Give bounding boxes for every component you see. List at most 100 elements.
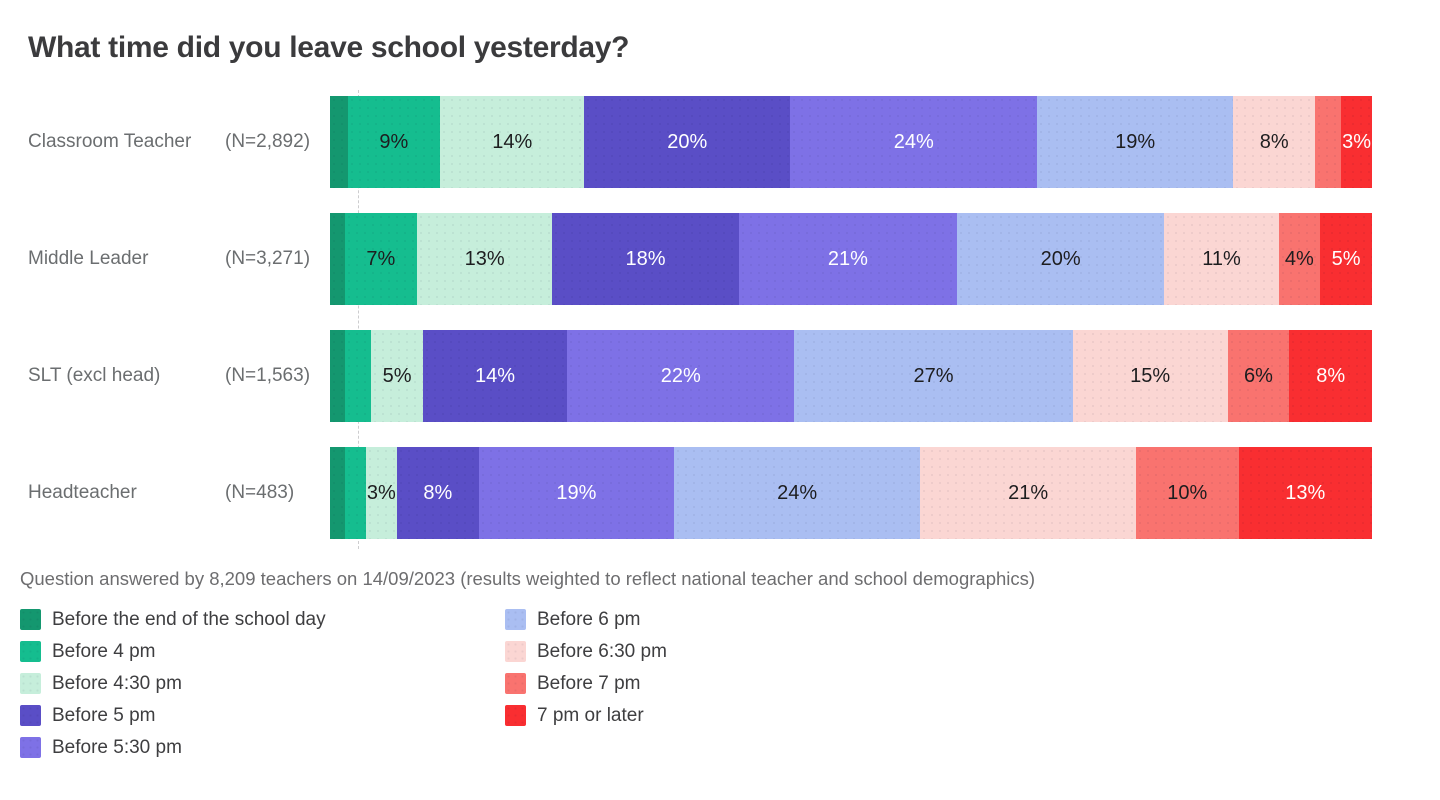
segment-value-label: 8% bbox=[423, 481, 453, 504]
segment-value-label: 20% bbox=[1040, 247, 1081, 270]
segment-value-label: 3% bbox=[366, 481, 396, 504]
bar-segment: 9% bbox=[347, 96, 441, 188]
segment-value-label: 27% bbox=[913, 364, 954, 387]
legend-label: Before 7 pm bbox=[537, 672, 641, 694]
legend-swatch bbox=[20, 705, 41, 726]
legend-label: Before 4:30 pm bbox=[52, 672, 182, 694]
bar-rows: Classroom Teacher (N=2,892) 9% 14% 20% 24% 19%… bbox=[0, 96, 1372, 539]
legend-column-1: Before the end of the school day Before 4… bbox=[20, 609, 505, 769]
legend-swatch bbox=[505, 673, 526, 694]
legend-swatch bbox=[20, 641, 41, 662]
legend-label: Before 6:30 pm bbox=[537, 640, 667, 662]
segment-value-label: 4% bbox=[1284, 247, 1314, 270]
legend-item: Before the end of the school day bbox=[20, 609, 505, 630]
stacked-bar: 5% 14% 22% 27% 15% 6% 8% bbox=[330, 330, 1372, 422]
legend-swatch bbox=[20, 609, 41, 630]
bar-segment: 27% bbox=[794, 330, 1073, 422]
segment-value-label: 19% bbox=[556, 481, 597, 504]
bar-segment: 22% bbox=[567, 330, 795, 422]
legend-label: Before 5 pm bbox=[52, 704, 156, 726]
segment-value-label: 9% bbox=[379, 130, 409, 153]
segment-value-label: 5% bbox=[382, 364, 412, 387]
bar-segment: 8% bbox=[396, 447, 479, 539]
row-sample-size: (N=483) bbox=[225, 482, 295, 503]
bar-segment: 7% bbox=[344, 213, 418, 305]
legend-label: Before 5:30 pm bbox=[52, 736, 182, 758]
bar-segment bbox=[345, 330, 372, 422]
bar-row: SLT (excl head) (N=1,563) 5% 14% 22% 27% 15% 6%… bbox=[0, 330, 1372, 422]
bar-segment: 13% bbox=[1238, 447, 1372, 539]
bar-segment: 19% bbox=[1037, 96, 1233, 188]
bar-segment: 8% bbox=[1232, 96, 1316, 188]
bar-segment bbox=[1315, 96, 1342, 188]
legend-item: Before 6:30 pm bbox=[505, 641, 667, 662]
legend-item: Before 5 pm bbox=[20, 705, 505, 726]
bar-row: Middle Leader (N=3,271) 7% 13% 18% 21% 20% 11% 4… bbox=[0, 213, 1372, 305]
segment-value-label: 22% bbox=[660, 364, 701, 387]
segment-value-label: 13% bbox=[464, 247, 505, 270]
bar-segment: 5% bbox=[371, 330, 423, 422]
bar-segment: 5% bbox=[1320, 213, 1372, 305]
segment-value-label: 8% bbox=[1316, 364, 1346, 387]
stacked-bar: 9% 14% 20% 24% 19% 8% 3% bbox=[330, 96, 1372, 188]
bar-segment bbox=[330, 213, 345, 305]
bar-segment: 10% bbox=[1135, 447, 1239, 539]
bar-segment: 3% bbox=[1341, 96, 1372, 188]
bar-segment: 20% bbox=[956, 213, 1165, 305]
bar-segment: 4% bbox=[1278, 213, 1321, 305]
segment-value-label: 21% bbox=[1008, 481, 1049, 504]
legend-swatch bbox=[505, 705, 526, 726]
bar-segment: 15% bbox=[1072, 330, 1228, 422]
axis-guide-line bbox=[358, 90, 359, 549]
bar-row: Headteacher (N=483) 3% 8% 19% 24% 21% 10% 13% bbox=[0, 447, 1372, 539]
segment-value-label: 3% bbox=[1342, 130, 1371, 153]
bar-segment: 24% bbox=[790, 96, 1038, 188]
bar-segment: 21% bbox=[738, 213, 957, 305]
chart-caption: Question answered by 8,209 teachers on 1… bbox=[20, 568, 1036, 589]
bar-segment: 14% bbox=[422, 330, 568, 422]
bar-row: Classroom Teacher (N=2,892) 9% 14% 20% 24% 19%… bbox=[0, 96, 1372, 188]
legend-item: Before 6 pm bbox=[505, 609, 667, 630]
bar-segment: 18% bbox=[552, 213, 739, 305]
segment-value-label: 15% bbox=[1130, 364, 1171, 387]
bar-segment: 3% bbox=[365, 447, 397, 539]
bar-segment bbox=[330, 447, 346, 539]
segment-value-label: 24% bbox=[777, 481, 818, 504]
legend-label: Before the end of the school day bbox=[52, 608, 326, 630]
bar-segment: 11% bbox=[1164, 213, 1279, 305]
row-category-label: SLT (excl head) bbox=[28, 365, 161, 386]
segment-value-label: 8% bbox=[1259, 130, 1289, 153]
legend-label: Before 4 pm bbox=[52, 640, 156, 662]
bar-segment: 21% bbox=[920, 447, 1136, 539]
row-category-label: Headteacher bbox=[28, 482, 137, 503]
legend-item: Before 4:30 pm bbox=[20, 673, 505, 694]
stacked-bar: 3% 8% 19% 24% 21% 10% 13% bbox=[330, 447, 1372, 539]
row-category-label: Middle Leader bbox=[28, 248, 149, 269]
legend-swatch bbox=[20, 737, 41, 758]
legend-label: Before 6 pm bbox=[537, 608, 641, 630]
segment-value-label: 6% bbox=[1244, 364, 1273, 387]
legend-label: 7 pm or later bbox=[537, 704, 644, 726]
bar-segment: 19% bbox=[478, 447, 674, 539]
row-sample-size: (N=2,892) bbox=[225, 131, 311, 152]
segment-value-label: 14% bbox=[492, 130, 533, 153]
legend-column-2: Before 6 pm Before 6:30 pm Before 7 pm 7 pm… bbox=[505, 609, 667, 769]
bar-segment bbox=[330, 330, 346, 422]
legend: Before the end of the school day Before 4… bbox=[0, 609, 1440, 769]
stacked-bar: 7% 13% 18% 21% 20% 11% 4% 5% bbox=[330, 213, 1372, 305]
segment-value-label: 21% bbox=[827, 247, 868, 270]
bar-segment: 13% bbox=[417, 213, 553, 305]
row-category-label: Classroom Teacher bbox=[28, 131, 192, 152]
segment-value-label: 5% bbox=[1331, 247, 1361, 270]
row-sample-size: (N=3,271) bbox=[225, 248, 311, 269]
segment-value-label: 11% bbox=[1202, 247, 1241, 270]
legend-item: Before 4 pm bbox=[20, 641, 505, 662]
segment-value-label: 20% bbox=[667, 130, 708, 153]
bar-segment: 20% bbox=[584, 96, 791, 188]
segment-value-label: 10% bbox=[1167, 481, 1208, 504]
legend-item: Before 5:30 pm bbox=[20, 737, 505, 758]
chart-area: Classroom Teacher (N=2,892) 9% 14% 20% 24% 19%… bbox=[0, 90, 1440, 549]
legend-swatch bbox=[20, 673, 41, 694]
legend-item: Before 7 pm bbox=[505, 673, 667, 694]
